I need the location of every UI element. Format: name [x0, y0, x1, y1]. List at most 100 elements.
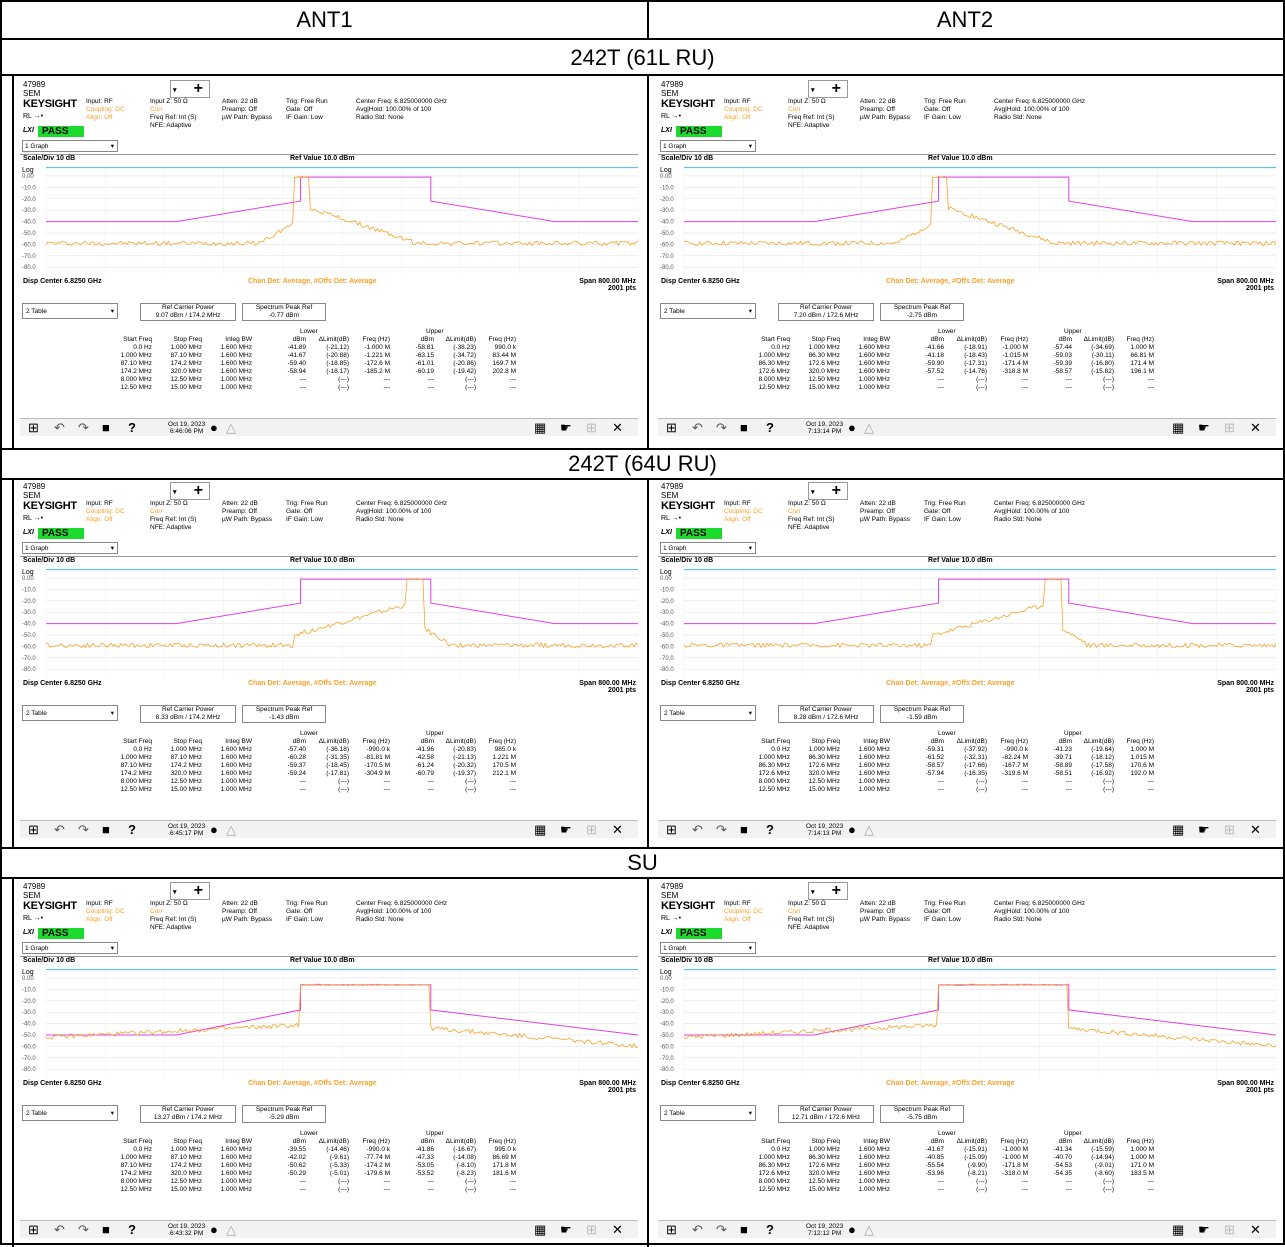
help-icon[interactable]: ? — [128, 420, 136, 435]
undo-icon[interactable]: ↶ — [692, 822, 703, 837]
column-header: Freq (Hz) — [1126, 336, 1154, 343]
undo-icon[interactable]: ↶ — [692, 420, 703, 435]
fullscreen-icon[interactable]: ✕ — [1250, 1222, 1261, 1237]
chat-icon[interactable]: ● — [210, 420, 218, 435]
table-cell: --- — [937, 786, 945, 793]
redo-icon[interactable]: ↷ — [716, 1222, 727, 1237]
chat-icon[interactable]: ● — [848, 1222, 856, 1237]
fullscreen-icon[interactable]: ✕ — [612, 420, 623, 435]
table-cell: 1.600 MHz — [220, 352, 252, 359]
table-select[interactable]: 2 Table ▾ — [22, 705, 118, 721]
fullscreen-icon[interactable]: ✕ — [1250, 822, 1261, 837]
window-icon[interactable]: ⊞ — [1224, 420, 1235, 435]
table-cell: 1.600 MHz — [858, 762, 890, 769]
file-icon[interactable]: ■ — [740, 822, 748, 837]
table-row: 0.0 Hz 1.000 MHz 1.600 MHz -59.31 (-37.92) -9… — [738, 746, 1258, 754]
table-cell: --- — [1021, 1186, 1029, 1193]
graph-select[interactable]: 1 Graph ▾ — [22, 542, 118, 554]
graph-select[interactable]: 1 Graph ▾ — [22, 942, 118, 954]
results-table: Lower Upper Start Freq Stop Freq Integ BW dBm… — [100, 328, 620, 392]
table-group-header: Lower Upper — [738, 328, 1258, 336]
file-icon[interactable]: ■ — [740, 420, 748, 435]
add-button[interactable]: ▾ + — [170, 482, 210, 500]
redo-icon[interactable]: ↷ — [78, 822, 89, 837]
table-row: 86.30 MHz 172.6 MHz 1.600 MHz -59.90 (-17.31… — [738, 360, 1258, 368]
add-button[interactable]: ▾ + — [808, 882, 848, 900]
file-icon[interactable]: ■ — [102, 822, 110, 837]
table-select[interactable]: 2 Table ▾ — [660, 705, 756, 721]
file-icon[interactable]: ■ — [740, 1222, 748, 1237]
table-select[interactable]: 2 Table ▾ — [22, 303, 118, 319]
column-header: ΔLimit(dB) — [318, 738, 349, 745]
chat-icon[interactable]: ● — [848, 822, 856, 837]
table-cell: --- — [383, 786, 391, 793]
keypad-icon[interactable]: ▦ — [534, 822, 547, 837]
help-icon[interactable]: ? — [766, 822, 774, 837]
keypad-icon[interactable]: ▦ — [1172, 822, 1185, 837]
graph-select[interactable]: 1 Graph ▾ — [660, 542, 756, 554]
window-icon[interactable]: ⊞ — [586, 420, 597, 435]
undo-icon[interactable]: ↶ — [54, 420, 65, 435]
add-button[interactable]: ▾ + — [170, 80, 210, 98]
chat-icon[interactable]: ● — [848, 420, 856, 435]
table-select[interactable]: 2 Table ▾ — [660, 303, 756, 319]
window-icon[interactable]: ⊞ — [586, 822, 597, 837]
table-cell: -41.66 — [925, 344, 944, 351]
redo-icon[interactable]: ↷ — [716, 420, 727, 435]
undo-icon[interactable]: ↶ — [692, 1222, 703, 1237]
touch-icon[interactable]: ☛ — [560, 420, 572, 435]
keypad-icon[interactable]: ▦ — [1172, 420, 1185, 435]
pass-badge: PASS — [676, 928, 722, 939]
warning-icon: △ — [864, 1222, 874, 1237]
window-icon[interactable]: ⊞ — [586, 1222, 597, 1237]
graph-select[interactable]: 1 Graph ▾ — [660, 140, 756, 152]
add-button[interactable]: ▾ + — [170, 882, 210, 900]
add-button[interactable]: ▾ + — [808, 482, 848, 500]
display-bar: Disp Center 6.8250 GHz Chan Det: Average… — [23, 278, 636, 292]
windows-icon[interactable]: ⊞ — [666, 1222, 677, 1237]
add-button[interactable]: ▾ + — [808, 80, 848, 98]
keypad-icon[interactable]: ▦ — [1172, 1222, 1185, 1237]
graph-select[interactable]: 1 Graph ▾ — [22, 140, 118, 152]
keypad-icon[interactable]: ▦ — [534, 420, 547, 435]
file-icon[interactable]: ■ — [102, 420, 110, 435]
table-cell: 1.000 MHz — [170, 746, 202, 753]
windows-icon[interactable]: ⊞ — [666, 420, 677, 435]
touch-icon[interactable]: ☛ — [1198, 1222, 1210, 1237]
lxi-label: LXI — [23, 529, 34, 536]
windows-icon[interactable]: ⊞ — [666, 822, 677, 837]
column-header: Freq (Hz) — [488, 336, 516, 343]
redo-icon[interactable]: ↷ — [78, 1222, 89, 1237]
help-icon[interactable]: ? — [128, 1222, 136, 1237]
fullscreen-icon[interactable]: ✕ — [1250, 420, 1261, 435]
table-cell: 1.000 MHz — [220, 384, 252, 391]
window-icon[interactable]: ⊞ — [1224, 1222, 1235, 1237]
redo-icon[interactable]: ↷ — [78, 420, 89, 435]
windows-icon[interactable]: ⊞ — [28, 420, 39, 435]
windows-icon[interactable]: ⊞ — [28, 1222, 39, 1237]
keypad-icon[interactable]: ▦ — [534, 1222, 547, 1237]
touch-icon[interactable]: ☛ — [560, 822, 572, 837]
touch-icon[interactable]: ☛ — [560, 1222, 572, 1237]
table-select[interactable]: 2 Table ▾ — [22, 1105, 118, 1121]
help-icon[interactable]: ? — [766, 1222, 774, 1237]
window-icon[interactable]: ⊞ — [1224, 822, 1235, 837]
touch-icon[interactable]: ☛ — [1198, 420, 1210, 435]
windows-icon[interactable]: ⊞ — [28, 822, 39, 837]
graph-select[interactable]: 1 Graph ▾ — [660, 942, 756, 954]
fullscreen-icon[interactable]: ✕ — [612, 822, 623, 837]
undo-icon[interactable]: ↶ — [54, 822, 65, 837]
help-icon[interactable]: ? — [766, 420, 774, 435]
chat-icon[interactable]: ● — [210, 822, 218, 837]
help-icon[interactable]: ? — [128, 822, 136, 837]
table-cell: (-8.10) — [456, 1162, 476, 1169]
chat-icon[interactable]: ● — [210, 1222, 218, 1237]
lower-label: Lower — [300, 730, 318, 737]
redo-icon[interactable]: ↷ — [716, 822, 727, 837]
table-select[interactable]: 2 Table ▾ — [660, 1105, 756, 1121]
file-icon[interactable]: ■ — [102, 1222, 110, 1237]
fullscreen-icon[interactable]: ✕ — [612, 1222, 623, 1237]
undo-icon[interactable]: ↶ — [54, 1222, 65, 1237]
column-header: ΔLimit(dB) — [445, 738, 476, 745]
touch-icon[interactable]: ☛ — [1198, 822, 1210, 837]
